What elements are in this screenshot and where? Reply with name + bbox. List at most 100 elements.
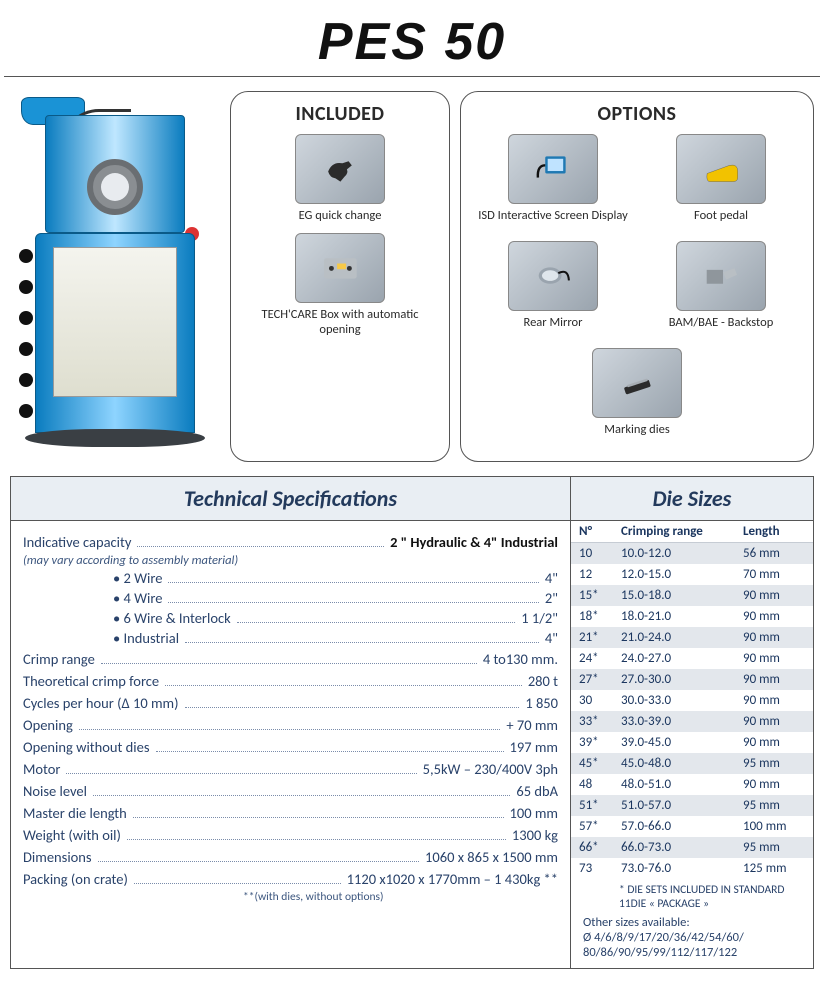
die-row: 7373.0-76.0125 mm <box>571 858 813 879</box>
die-row: 57*57.0-66.0100 mm <box>571 816 813 837</box>
indicative-capacity-value: 2 " Hydraulic & 4" Industrial <box>390 533 558 551</box>
material-value: 1 1/2" <box>521 609 558 627</box>
die-length: 56 mm <box>743 546 805 561</box>
spec-label: Weight (with oil) <box>23 826 121 844</box>
spec-value: 5,5kW – 230/400V 3ph <box>423 760 558 778</box>
die-range: 30.0-33.0 <box>621 693 743 708</box>
die-range: 18.0-21.0 <box>621 609 743 624</box>
material-label: Industrial <box>113 629 179 647</box>
mirror-icon <box>508 241 598 311</box>
die-length: 95 mm <box>743 756 805 771</box>
option-item: Foot pedal <box>641 134 801 223</box>
die-row: 27*27.0-30.090 mm <box>571 669 813 690</box>
option-item: Marking dies <box>473 348 801 437</box>
spec-row: Crimp range 4 to130 mm. <box>23 648 558 670</box>
spec-row: Opening+ 70 mm <box>23 714 558 736</box>
spec-label: Cycles per hour (Δ 10 mm) <box>23 694 179 712</box>
foot-pedal-icon <box>676 134 766 204</box>
die-length: 90 mm <box>743 735 805 750</box>
die-range: 10.0-12.0 <box>621 546 743 561</box>
die-range: 27.0-30.0 <box>621 672 743 687</box>
included-item-label: EG quick change <box>243 208 437 223</box>
die-length: 95 mm <box>743 798 805 813</box>
page-title: PES 50 <box>4 4 820 77</box>
material-row: 2 Wire 4" <box>113 568 558 588</box>
die-length: 90 mm <box>743 777 805 792</box>
spec-value: 1060 x 865 x 1500 mm <box>425 848 558 866</box>
die-n: 15* <box>579 588 621 603</box>
backstop-icon <box>676 241 766 311</box>
die-n: 73 <box>579 861 621 876</box>
dies-heading: Die Sizes <box>571 477 813 520</box>
die-n: 33* <box>579 714 621 729</box>
machine-illustration <box>15 107 215 447</box>
spec-label: Crimp range <box>23 650 95 668</box>
spec-row: Dimensions1060 x 865 x 1500 mm <box>23 846 558 868</box>
option-item-label: Marking dies <box>473 422 801 437</box>
spec-row: Noise level65 dbA <box>23 780 558 802</box>
spec-value: 280 t <box>528 672 558 690</box>
specs-heading: Technical Specifications <box>11 477 571 520</box>
die-row: 4848.0-51.090 mm <box>571 774 813 795</box>
die-range: 57.0-66.0 <box>621 819 743 834</box>
spec-row: Packing (on crate)1120 x1020 x 1770mm – … <box>23 868 558 890</box>
die-n: 57* <box>579 819 621 834</box>
die-length: 90 mm <box>743 714 805 729</box>
material-value: 4" <box>545 569 558 587</box>
spec-label: Motor <box>23 760 60 778</box>
die-range: 73.0-76.0 <box>621 861 743 876</box>
options-heading: OPTIONS <box>473 102 801 126</box>
die-n: 48 <box>579 777 621 792</box>
die-length: 100 mm <box>743 819 805 834</box>
option-item-label: ISD Interactive Screen Display <box>473 208 633 223</box>
spec-value: + 70 mm <box>506 716 558 734</box>
die-range: 39.0-45.0 <box>621 735 743 750</box>
die-range: 33.0-39.0 <box>621 714 743 729</box>
material-row: Industrial4" <box>113 628 558 648</box>
other-sizes-list: Ø 4/6/8/9/17/20/36/42/54/60/ 80/86/90/95… <box>583 930 744 960</box>
spec-label: Theoretical crimp force <box>23 672 159 690</box>
spec-label: Opening without dies <box>23 738 150 756</box>
die-row: 66*66.0-73.095 mm <box>571 837 813 858</box>
hero-image <box>10 91 220 462</box>
die-length: 90 mm <box>743 651 805 666</box>
die-row: 18*18.0-21.090 mm <box>571 606 813 627</box>
die-row: 15*15.0-18.090 mm <box>571 585 813 606</box>
option-item: BAM/BAE - Backstop <box>641 241 801 330</box>
spec-value: 4 to130 mm. <box>483 650 558 668</box>
material-value: 2" <box>545 589 558 607</box>
spec-row: Motor 5,5kW – 230/400V 3ph <box>23 758 558 780</box>
die-length: 95 mm <box>743 840 805 855</box>
die-row: 24*24.0-27.090 mm <box>571 648 813 669</box>
die-range: 48.0-51.0 <box>621 777 743 792</box>
die-col-n: N° <box>579 524 621 539</box>
die-length: 90 mm <box>743 609 805 624</box>
die-range: 15.0-18.0 <box>621 588 743 603</box>
tech-specs: Indicative capacity 2 " Hydraulic & 4" I… <box>11 521 571 968</box>
die-n: 51* <box>579 798 621 813</box>
upper-section: INCLUDED EG quick changeTECH'CARE Box wi… <box>0 91 824 476</box>
die-length: 90 mm <box>743 588 805 603</box>
die-range: 24.0-27.0 <box>621 651 743 666</box>
die-row: 3030.0-33.090 mm <box>571 690 813 711</box>
spec-wrap: Technical Specifications Die Sizes Indic… <box>10 476 814 969</box>
die-length: 70 mm <box>743 567 805 582</box>
material-label: 2 Wire <box>113 569 162 587</box>
spec-value: 1 850 <box>525 694 558 712</box>
die-col-range: Crimping range <box>621 524 743 539</box>
die-star-note: * DIE SETS INCLUDED IN STANDARD 11DIE « … <box>571 879 813 913</box>
die-n: 30 <box>579 693 621 708</box>
material-label: 6 Wire & Interlock <box>113 609 231 627</box>
die-n: 18* <box>579 609 621 624</box>
gripper-icon <box>295 134 385 204</box>
option-item-label: Rear Mirror <box>473 315 633 330</box>
die-n: 66* <box>579 840 621 855</box>
spec-row: Cycles per hour (Δ 10 mm) 1 850 <box>23 692 558 714</box>
die-n: 24* <box>579 651 621 666</box>
spec-row: Theoretical crimp force 280 t <box>23 670 558 692</box>
die-length: 125 mm <box>743 861 805 876</box>
spec-headings: Technical Specifications Die Sizes <box>11 477 813 521</box>
spec-value: 197 mm <box>510 738 559 756</box>
die-n: 45* <box>579 756 621 771</box>
material-row: 4 Wire2" <box>113 588 558 608</box>
